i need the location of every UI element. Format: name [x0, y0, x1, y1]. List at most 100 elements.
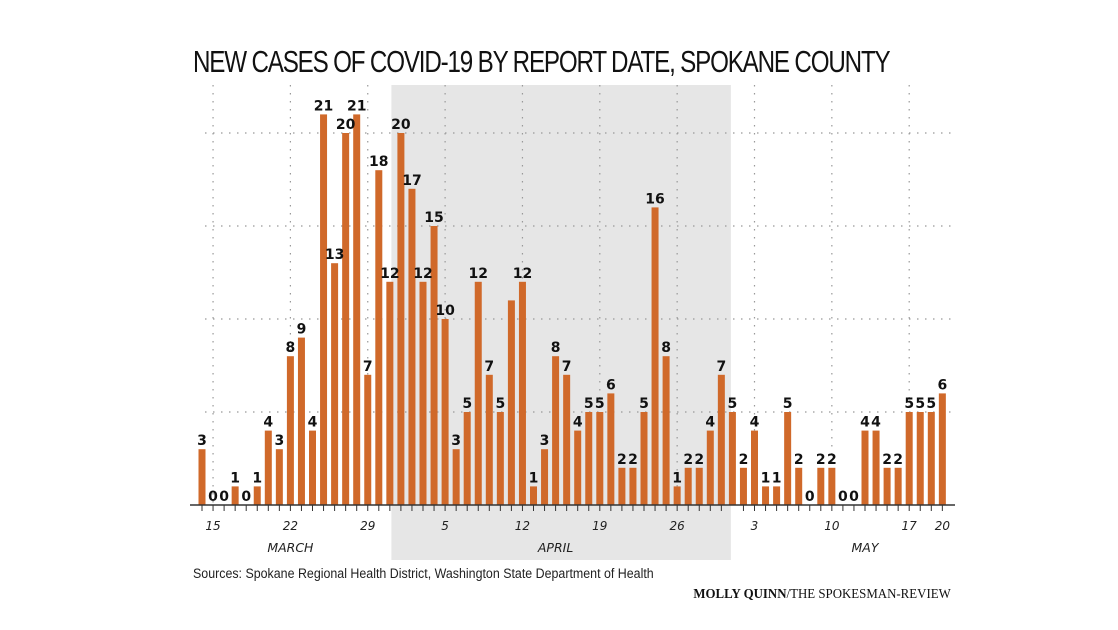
bar-mar-31: [386, 281, 394, 505]
bar-apr-28: [695, 467, 703, 505]
x-tick-label-29: 29: [360, 519, 375, 533]
data-label-apr-18: 5: [584, 396, 594, 412]
bar-apr-7: [463, 412, 471, 505]
bar-mar-30: [375, 170, 383, 505]
data-label-may-13: 4: [860, 415, 870, 431]
bar-may-17: [905, 412, 913, 505]
credit-author: MOLLY QUINN: [693, 587, 787, 602]
x-tick-label-19: 19: [592, 519, 607, 533]
bar-mar-20: [264, 430, 272, 505]
bar-apr-10: [496, 412, 504, 505]
bar-may-19: [927, 412, 935, 505]
data-label-apr-1: 20: [391, 117, 411, 133]
bar-apr-15: [552, 356, 560, 505]
data-label-apr-17: 4: [573, 415, 583, 431]
bar-apr-21: [618, 467, 626, 505]
bar-mar-23: [297, 337, 305, 505]
bar-apr-24: [651, 207, 659, 505]
data-label-apr-27: 2: [683, 452, 693, 468]
data-label-may-20: 6: [937, 377, 947, 393]
data-label-may-8: 0: [805, 489, 815, 505]
x-tick-label-5: 5: [441, 519, 449, 533]
bar-apr-22: [629, 467, 637, 505]
credit-line: MOLLY QUINN/THE SPOKESMAN-REVIEW: [694, 587, 951, 603]
data-label-may-17: 5: [904, 396, 914, 412]
x-tick-label-17: 17: [902, 519, 918, 533]
bar-apr-23: [640, 412, 648, 505]
bar-may-14: [872, 430, 880, 505]
data-label-may-4: 1: [761, 470, 771, 486]
bar-may-13: [861, 430, 869, 505]
data-label-may-6: 5: [783, 396, 793, 412]
data-label-apr-26: 1: [672, 470, 682, 486]
month-label-april: APRIL: [537, 540, 573, 555]
data-label-apr-30: 7: [716, 359, 726, 375]
bar-apr-29: [706, 430, 714, 505]
bar-apr-1: [397, 133, 405, 505]
data-label-apr-5: 10: [435, 303, 455, 319]
bar-may-7: [795, 467, 803, 505]
data-label-apr-4: 15: [424, 210, 443, 226]
bar-may-20: [938, 393, 946, 505]
data-label-mar-21: 3: [274, 433, 284, 449]
bar-apr-16: [563, 374, 571, 505]
data-label-apr-23: 5: [639, 396, 649, 412]
bar-mar-29: [364, 374, 372, 505]
data-label-may-11: 0: [838, 489, 848, 505]
bar-apr-5: [441, 319, 449, 505]
data-label-mar-19: 1: [252, 470, 262, 486]
bar-may-2: [739, 467, 747, 505]
bar-may-15: [883, 467, 891, 505]
x-tick-label-3: 3: [751, 519, 759, 533]
data-label-apr-13: 1: [529, 470, 539, 486]
bar-mar-26: [331, 263, 339, 505]
data-label-may-14: 4: [871, 415, 881, 431]
bar-may-18: [916, 412, 924, 505]
data-label-apr-12: 12: [513, 266, 532, 282]
x-tick-label-12: 12: [515, 519, 530, 533]
data-label-apr-22: 2: [628, 452, 638, 468]
data-label-mar-15: 0: [208, 489, 218, 505]
bar-mar-19: [253, 486, 261, 505]
data-label-mar-25: 21: [314, 98, 333, 114]
bar-may-1: [728, 412, 736, 505]
data-label-may-18: 5: [915, 396, 925, 412]
data-label-apr-21: 2: [617, 452, 627, 468]
bar-may-3: [751, 430, 758, 505]
bar-apr-27: [684, 467, 692, 505]
data-label-apr-29: 4: [705, 415, 715, 431]
bar-apr-17: [574, 430, 582, 505]
data-label-apr-8: 12: [469, 266, 488, 282]
data-label-mar-17: 1: [230, 470, 240, 486]
data-label-mar-26: 13: [325, 247, 344, 263]
data-label-apr-25: 8: [661, 340, 671, 356]
bar-may-5: [773, 486, 781, 505]
bar-mar-14: [198, 449, 206, 505]
bar-may-4: [762, 486, 770, 505]
bar-apr-6: [452, 449, 460, 505]
data-label-apr-15: 8: [551, 340, 561, 356]
data-label-apr-6: 3: [451, 433, 461, 449]
data-label-may-7: 2: [794, 452, 804, 468]
bar-apr-3: [419, 281, 427, 505]
month-label-march: MARCH: [267, 540, 314, 555]
bar-apr-30: [717, 374, 725, 505]
x-tick-label-20: 20: [935, 519, 951, 533]
data-label-may-1: 5: [728, 396, 738, 412]
data-label-may-15: 2: [882, 452, 892, 468]
data-label-apr-2: 17: [402, 173, 421, 189]
data-label-mar-16: 0: [219, 489, 229, 505]
bar-apr-9: [485, 374, 493, 505]
x-tick-label-26: 26: [670, 519, 686, 533]
data-label-apr-7: 5: [462, 396, 472, 412]
data-label-mar-28: 21: [347, 98, 366, 114]
data-label-apr-20: 6: [606, 377, 616, 393]
bar-may-10: [828, 467, 836, 505]
bar-mar-21: [275, 449, 283, 505]
data-label-mar-14: 3: [197, 433, 207, 449]
data-label-may-19: 5: [926, 396, 936, 412]
data-label-mar-24: 4: [308, 415, 318, 431]
data-label-mar-23: 9: [297, 322, 307, 338]
bar-apr-13: [530, 486, 537, 505]
